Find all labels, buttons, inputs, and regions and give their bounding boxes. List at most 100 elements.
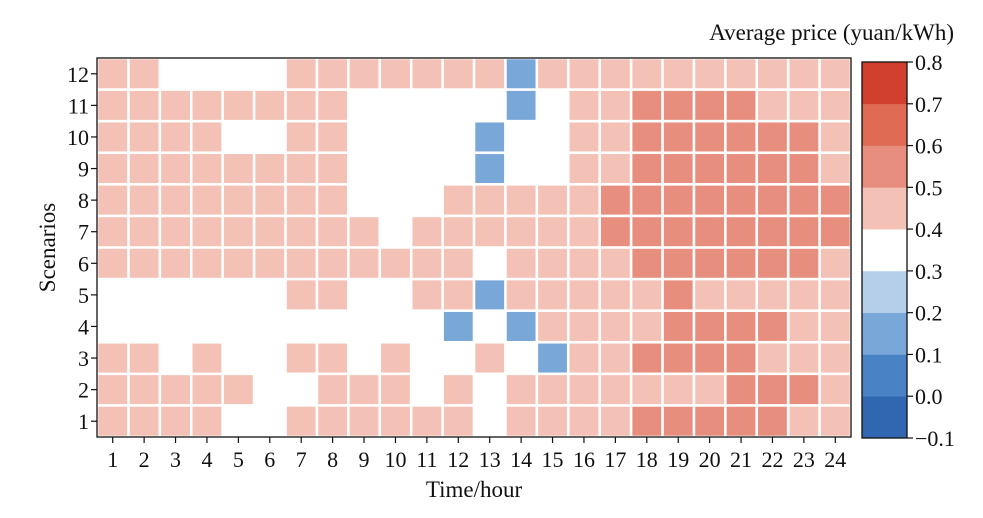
heatmap-cell [443, 185, 473, 215]
heatmap-cell [600, 59, 630, 89]
heatmap-cell [820, 375, 850, 405]
heatmap-cell [632, 406, 662, 436]
heatmap-cell [538, 59, 567, 89]
heatmap-cell [758, 375, 787, 405]
heatmap-cell [475, 59, 505, 89]
heatmap-cell [161, 375, 190, 405]
heatmap-cell [695, 343, 725, 373]
heatmap-cell [695, 154, 725, 184]
heatmap-cell [569, 375, 599, 405]
heatmap-cell [538, 343, 567, 373]
heatmap-cell [569, 217, 599, 247]
y-tick-label: 7 [78, 220, 89, 245]
heatmap-cell [506, 59, 536, 89]
heatmap-cell [349, 248, 379, 278]
x-tick-label: 24 [824, 447, 846, 472]
heatmap-cell [538, 217, 567, 247]
y-tick-label: 2 [78, 378, 89, 403]
heatmap-cell [443, 311, 473, 341]
heatmap-cell [569, 59, 599, 89]
heatmap-cell [318, 217, 348, 247]
heatmap-cell [129, 248, 159, 278]
heatmap-cell [506, 406, 536, 436]
x-tick-label: 20 [699, 447, 721, 472]
heatmap-cell [506, 248, 536, 278]
x-tick-label: 9 [359, 447, 370, 472]
y-tick-label: 4 [78, 314, 89, 339]
heatmap-cell [192, 406, 222, 436]
heatmap-cell [600, 248, 630, 278]
heatmap-cell [129, 154, 159, 184]
heatmap-cell [192, 122, 222, 152]
heatmap-cell [663, 406, 693, 436]
heatmap-cell [443, 375, 473, 405]
colorbar-tick-label: 0.7 [915, 92, 943, 117]
heatmap-cell [695, 59, 725, 89]
y-tick-label: 11 [68, 93, 89, 118]
x-tick-label: 11 [416, 447, 437, 472]
heatmap-cell [192, 217, 222, 247]
heatmap-cell [726, 311, 756, 341]
heatmap-cell [663, 90, 693, 120]
heatmap-cell [758, 343, 787, 373]
heatmap-cell [758, 122, 787, 152]
heatmap-cell [789, 343, 819, 373]
heatmap-cell [789, 248, 819, 278]
heatmap-cell [255, 90, 285, 120]
heatmap-cell [443, 406, 473, 436]
y-tick-label: 3 [78, 346, 89, 371]
heatmap-cell [475, 154, 505, 184]
heatmap-cell [695, 90, 725, 120]
x-tick-label: 6 [264, 447, 275, 472]
x-tick-label: 5 [233, 447, 244, 472]
heatmap-cell [600, 311, 630, 341]
heatmap-cell [192, 185, 222, 215]
heatmap-cell [569, 154, 599, 184]
heatmap-cell [789, 311, 819, 341]
heatmap-cell [443, 248, 473, 278]
heatmap-cell [223, 375, 253, 405]
heatmap-cell [412, 59, 442, 89]
heatmap-cell [318, 343, 348, 373]
heatmap-cell [129, 375, 159, 405]
heatmap-cell [632, 343, 662, 373]
heatmap-cell [726, 248, 756, 278]
heatmap-cell [820, 280, 850, 310]
colorbar-segment [862, 62, 907, 105]
heatmap-cell [695, 375, 725, 405]
x-tick-label: 16 [573, 447, 595, 472]
heatmap-cell [129, 217, 159, 247]
heatmap-cell [569, 90, 599, 120]
heatmap-cell [349, 217, 379, 247]
heatmap-cell [789, 59, 819, 89]
heatmap-cell [663, 248, 693, 278]
heatmap-cell [223, 154, 253, 184]
heatmap-cell [726, 90, 756, 120]
heatmap-cell [318, 59, 348, 89]
y-tick-label: 10 [67, 125, 89, 150]
heatmap-cell [538, 185, 567, 215]
colorbar [862, 62, 907, 439]
heatmap-cell [569, 343, 599, 373]
heatmap-cell [98, 185, 128, 215]
heatmap-cell [663, 154, 693, 184]
colorbar-segment [862, 103, 907, 146]
heatmap-cell [98, 375, 128, 405]
heatmap-cell [129, 185, 159, 215]
heatmap-cell [506, 375, 536, 405]
colorbar-segment [862, 145, 907, 188]
heatmap-cell [255, 185, 285, 215]
heatmap-cell [318, 406, 348, 436]
heatmap-cell [695, 248, 725, 278]
colorbar-tick-label: 0.1 [915, 342, 943, 367]
heatmap-cell [318, 185, 348, 215]
heatmap-cell [663, 343, 693, 373]
heatmap-cell [161, 154, 190, 184]
x-tick-label: 8 [327, 447, 338, 472]
heatmap-cell [255, 248, 285, 278]
heatmap-cell [98, 90, 128, 120]
x-tick-label: 14 [510, 447, 532, 472]
heatmap-cell [789, 280, 819, 310]
colorbar-segment [862, 270, 907, 313]
heatmap-cell [820, 343, 850, 373]
